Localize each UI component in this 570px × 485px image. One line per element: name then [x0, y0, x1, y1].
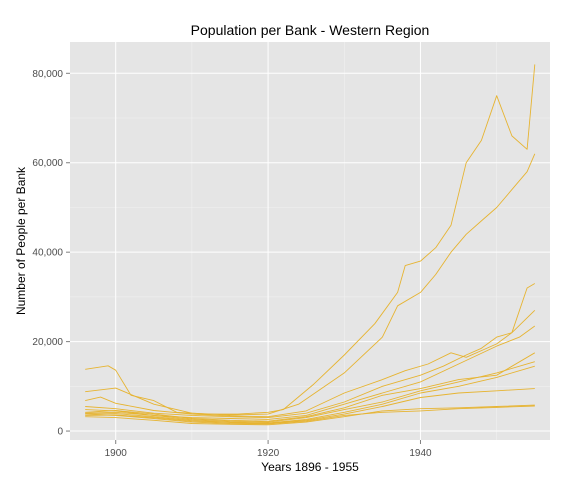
x-axis-title: Years 1896 - 1955 [261, 460, 359, 474]
y-tick-label: 80,000 [32, 69, 63, 80]
x-tick-label: 1900 [105, 448, 128, 459]
major-gridlines [70, 42, 550, 440]
y-axis-title: Number of People per Bank [14, 166, 28, 315]
series-line-2 [85, 153, 536, 416]
series-lines [85, 64, 536, 426]
series-line-4 [85, 309, 536, 419]
plot-panel [70, 42, 550, 440]
x-axis-ticks: 1900 1920 1940 [105, 440, 432, 459]
x-tick-label: 1920 [257, 448, 280, 459]
y-tick-label: 20,000 [32, 337, 63, 348]
series-line-6 [85, 352, 536, 422]
series-line-10 [85, 404, 535, 426]
y-tick-label: 0 [57, 427, 63, 438]
series-line-3 [85, 283, 536, 418]
series-line-7 [85, 361, 535, 423]
chart-title: Population per Bank - Western Region [191, 22, 430, 38]
minor-gridlines [70, 42, 550, 440]
y-tick-label: 60,000 [32, 158, 63, 169]
series-line-1 [85, 64, 536, 415]
series-line-11 [85, 405, 535, 425]
y-axis-ticks: 0 20,000 40,000 60,000 80,000 [32, 69, 70, 438]
y-tick-label: 40,000 [32, 248, 63, 259]
series-line-9 [85, 388, 535, 424]
x-tick-label: 1940 [409, 448, 432, 459]
series-line-8 [85, 365, 535, 424]
